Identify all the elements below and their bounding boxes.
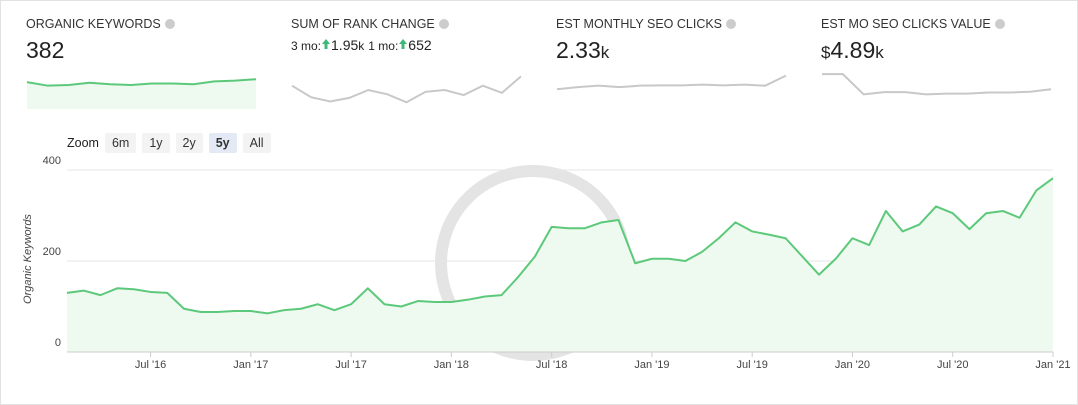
- metric-card: EST MONTHLY SEO CLICKS 2.33 k: [556, 15, 788, 109]
- zoom-button[interactable]: 2y: [175, 133, 203, 153]
- x-tick-label: Jul '16: [135, 359, 166, 371]
- x-tick-label: Jan '18: [434, 359, 469, 371]
- help-icon[interactable]: [164, 19, 175, 29]
- y-tick-label: 0: [55, 337, 61, 349]
- x-tick-label: Jan '17: [233, 359, 268, 371]
- help-icon[interactable]: [438, 19, 449, 29]
- card-prefix: $: [821, 43, 831, 62]
- y-tick-label: 400: [43, 155, 61, 167]
- x-tick-label: Jul '17: [335, 359, 366, 371]
- y-axis-title: Organic Keywords: [22, 214, 34, 304]
- card-unit: k: [358, 39, 365, 53]
- metric-card: ORGANIC KEYWORDS 382: [26, 15, 258, 109]
- zoom-button[interactable]: 5y: [208, 133, 237, 153]
- metric-card: EST MO SEO CLICKS VALUE $4.89 k: [821, 15, 1053, 109]
- period-label: 3 mo:: [291, 39, 322, 53]
- x-tick-label: Jul '20: [937, 359, 968, 371]
- sparkline: [822, 73, 1052, 96]
- card-title: SUM OF RANK CHANGE: [291, 17, 435, 31]
- up-arrow: [322, 39, 331, 49]
- sparkline-line: [822, 73, 1052, 96]
- chart: Organic Keywords 0 200 400 Jul '16 Jan '17 Ju…: [22, 155, 1071, 371]
- sparkline-area: [27, 79, 256, 109]
- card-value: 2.33: [556, 37, 601, 63]
- metric-card: SUM OF RANK CHANGE 3 mo: 1.95 k 1 mo: 652: [291, 15, 523, 109]
- area: [67, 178, 1053, 352]
- card-value: 382: [26, 37, 65, 63]
- sparkline: [26, 78, 257, 109]
- zoom-bar: Zoom 6m 1y 2y 5y All: [67, 133, 271, 153]
- x-tick-label: Jul '18: [536, 359, 567, 371]
- y-tick-label: 200: [43, 246, 61, 258]
- zoom-label: Zoom: [67, 136, 99, 150]
- zoom-button[interactable]: All: [242, 133, 271, 153]
- x-tick-label: Jan '20: [835, 359, 870, 371]
- sparkline-line: [291, 75, 522, 104]
- sparkline-line: [26, 78, 257, 87]
- card-unit: k: [875, 43, 884, 62]
- sparkline: [556, 74, 787, 91]
- up-arrow: [399, 39, 408, 49]
- help-icon[interactable]: [994, 19, 1005, 29]
- x-tick-label: Jan '21: [1035, 359, 1070, 371]
- card-value: 652: [408, 37, 432, 53]
- zoom-button[interactable]: 6m: [104, 133, 137, 153]
- help-icon[interactable]: [726, 19, 737, 29]
- card-value: 1.95: [331, 37, 359, 53]
- card-title: EST MONTHLY SEO CLICKS: [556, 17, 723, 31]
- zoom-button[interactable]: 1y: [142, 133, 170, 153]
- card-title: ORGANIC KEYWORDS: [26, 17, 161, 31]
- card-unit: k: [600, 43, 610, 62]
- x-tick-label: Jan '19: [634, 359, 669, 371]
- period-label: 1 mo:: [368, 39, 399, 53]
- sparkline: [291, 75, 522, 104]
- sparkline-line: [556, 74, 787, 91]
- card-title: EST MO SEO CLICKS VALUE: [821, 17, 991, 31]
- card-value: 4.89: [830, 37, 876, 63]
- line: [66, 177, 1054, 315]
- x-tick-label: Jul '19: [736, 359, 767, 371]
